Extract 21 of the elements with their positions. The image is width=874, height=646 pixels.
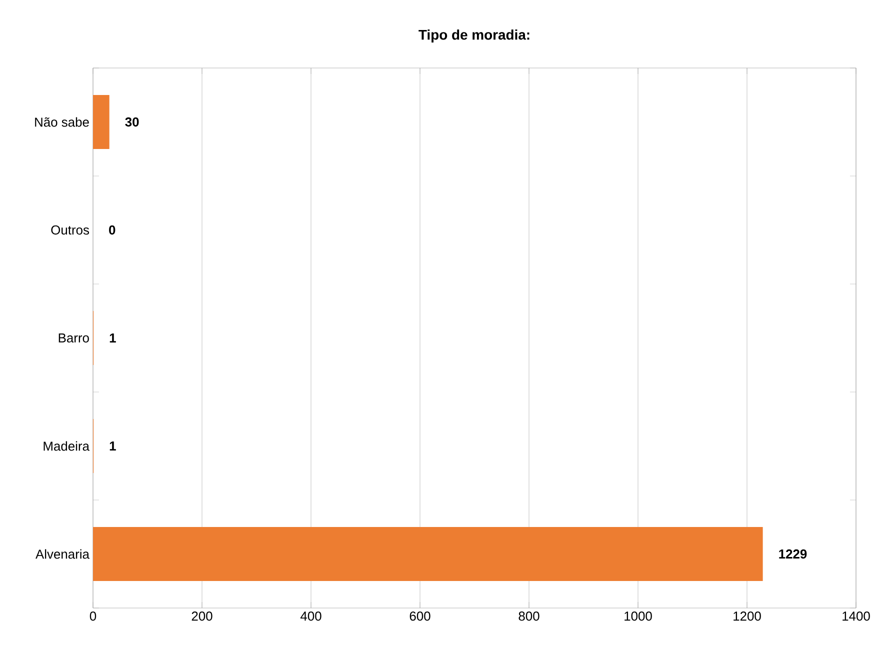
data-label: 30 [125, 117, 139, 127]
x-tick-label: 800 [518, 612, 540, 621]
y-tick-label: Barro [58, 333, 89, 343]
x-tick-label: 1200 [734, 612, 761, 621]
y-tick-label: Outros [51, 225, 90, 235]
data-label: 1 [110, 334, 116, 342]
data-label: 0 [109, 225, 116, 235]
chart-title: Tipo de moradia: [418, 29, 530, 42]
y-tick-label: Madeira [44, 441, 90, 451]
data-label: 1 [110, 442, 116, 450]
y-tick-label: Alvenaria [36, 549, 90, 559]
x-tick-label: 200 [192, 612, 212, 621]
y-tick-label: Não sabe [35, 117, 89, 127]
x-tick-label: 400 [300, 612, 322, 621]
bar [93, 94, 110, 149]
x-tick-label: 600 [410, 612, 430, 621]
x-tick-label: 0 [90, 612, 96, 621]
bar [93, 527, 763, 581]
x-tick-label: 1400 [842, 612, 870, 621]
x-tick-label: 1000 [624, 612, 652, 621]
data-label: 1229 [779, 549, 807, 559]
